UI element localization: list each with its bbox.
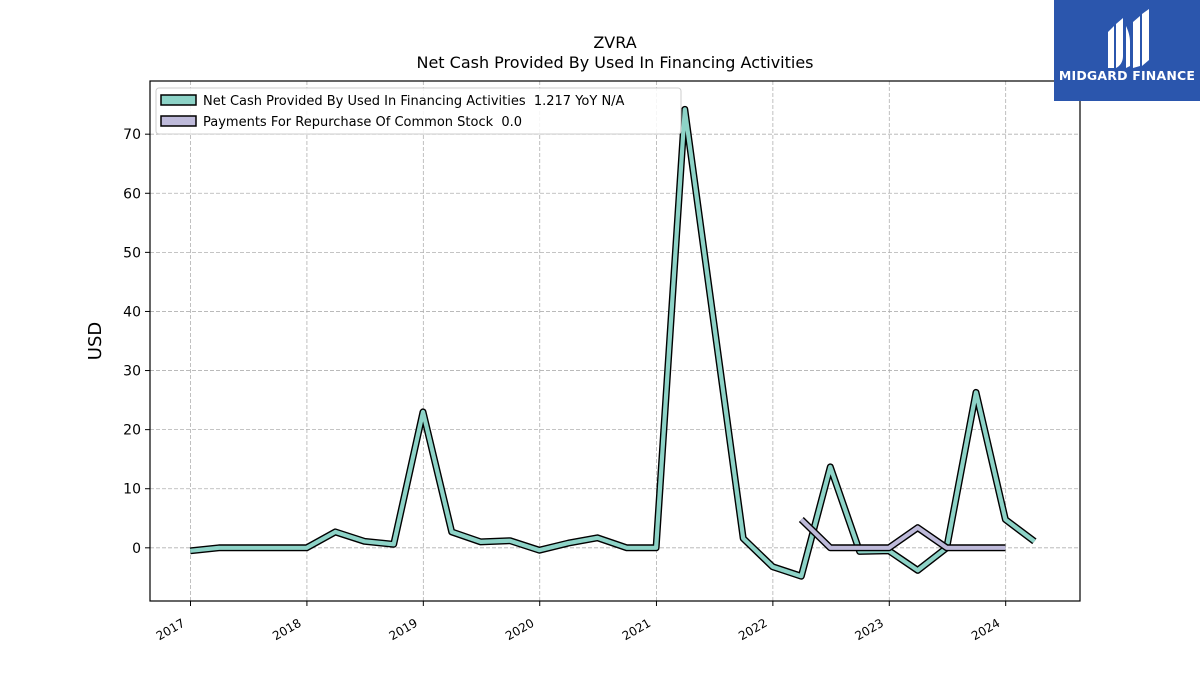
- x-tick-label: 2020: [503, 616, 536, 643]
- series-line-outline: [189, 105, 1037, 580]
- chart-subtitle: Net Cash Provided By Used In Financing A…: [416, 53, 813, 72]
- chart-title: ZVRA: [593, 33, 636, 52]
- x-axis-ticks: 2017 2018 2019 2020 2021 2022 2023 2024: [154, 601, 1007, 643]
- series-line-outline: [798, 516, 1006, 552]
- y-tick-label: 70: [123, 127, 141, 143]
- series-line: [189, 107, 1036, 579]
- series-line: [799, 517, 1006, 550]
- series-layer: [189, 105, 1037, 580]
- y-tick-label: 60: [123, 186, 141, 202]
- x-tick-label: 2024: [969, 616, 1002, 643]
- brand-name: MIDGARD FINANCE: [1058, 68, 1196, 83]
- series-0: [189, 105, 1037, 580]
- x-tick-label: 2023: [853, 616, 886, 643]
- y-tick-label: 10: [123, 482, 141, 498]
- y-tick-label: 50: [123, 245, 141, 261]
- y-axis-label: USD: [85, 322, 106, 360]
- x-tick-label: 2018: [270, 616, 303, 643]
- x-tick-label: 2022: [736, 616, 769, 643]
- x-tick-label: 2017: [154, 616, 187, 643]
- legend-swatch-repurchase: [160, 115, 197, 127]
- midgard-m-logo-icon: [1108, 9, 1149, 68]
- series-1: [798, 516, 1006, 552]
- brand-logo: MIDGARD FINANCE: [1054, 0, 1200, 101]
- grid-lines: [150, 81, 1080, 601]
- legend-box: [155, 87, 682, 135]
- x-tick-label: 2019: [387, 616, 420, 643]
- legend: Net Cash Provided By Used In Financing A…: [155, 87, 682, 135]
- legend-swatch-net-cash: [160, 94, 197, 106]
- x-tick-label: 2021: [620, 616, 653, 643]
- y-tick-label: 30: [123, 364, 141, 380]
- legend-label-net-cash: Net Cash Provided By Used In Financing A…: [203, 94, 625, 109]
- legend-label-repurchase: Payments For Repurchase Of Common Stock …: [203, 115, 522, 130]
- y-tick-label: 0: [132, 541, 141, 557]
- y-tick-label: 20: [123, 423, 141, 439]
- plot-frame: [149, 80, 1081, 602]
- y-axis-ticks: 0 10 20 30 40 50 60 70: [123, 127, 150, 557]
- y-tick-label: 40: [123, 304, 141, 320]
